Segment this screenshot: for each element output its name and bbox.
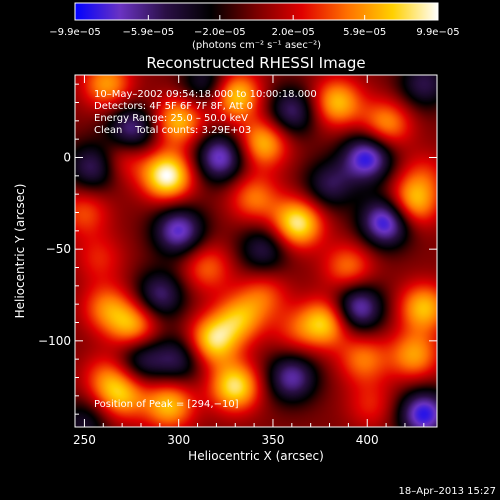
plot-area bbox=[75, 75, 437, 427]
colorbar bbox=[74, 2, 439, 21]
y-tick-label: −100 bbox=[38, 334, 71, 348]
x-tick-label: 400 bbox=[356, 433, 379, 447]
colorbar-ticks: −9.9e−05 −5.9e−05 −2.0e−05 2.0e−05 5.9e−05 9.… bbox=[49, 15, 460, 38]
x-tick-label: 250 bbox=[73, 433, 96, 447]
footer-timestamp: 18–Apr–2013 15:27 bbox=[399, 486, 496, 497]
annotation-time-range: 10–May–2002 09:54:18.000 to 10:00:18.000 bbox=[94, 89, 317, 100]
y-tick-label: −50 bbox=[46, 242, 71, 256]
chart-title: Reconstructed RHESSI Image bbox=[146, 54, 365, 72]
x-tick-label: 300 bbox=[167, 433, 190, 447]
annotation-peak-position: Position of Peak = [294,−10] bbox=[94, 399, 239, 410]
colorbar-tick-label: 9.9e−05 bbox=[416, 27, 459, 38]
colorbar-tick-label: −9.9e−05 bbox=[49, 27, 101, 38]
y-axis-ticks: 0 −50 −100 bbox=[38, 83, 437, 415]
annotation-method-counts: Clean Total counts: 3.29E+03 bbox=[94, 125, 251, 136]
annotation-energy-range: Energy Range: 25.0 – 50.0 keV bbox=[94, 113, 248, 124]
heatmap-image bbox=[75, 75, 437, 427]
x-axis-label: Heliocentric X (arcsec) bbox=[188, 449, 324, 463]
y-tick-label: 0 bbox=[63, 151, 71, 165]
colorbar-tick-label: −2.0e−05 bbox=[194, 27, 246, 38]
colorbar-tick-label: −5.9e−05 bbox=[123, 27, 175, 38]
colorbar-tick-label: 5.9e−05 bbox=[343, 27, 386, 38]
plot-frame bbox=[74, 74, 438, 428]
annotation-detectors: Detectors: 4F 5F 6F 7F 8F, Att 0 bbox=[94, 101, 253, 112]
x-axis-ticks: 250 300 350 400 bbox=[73, 75, 425, 447]
x-tick-label: 350 bbox=[262, 433, 285, 447]
y-axis-label: Heliocentric Y (arcsec) bbox=[13, 184, 27, 319]
colorbar-tick-label: 2.0e−05 bbox=[272, 27, 315, 38]
colorbar-unit-label: (photons cm⁻² s⁻¹ asec⁻²) bbox=[192, 40, 321, 51]
